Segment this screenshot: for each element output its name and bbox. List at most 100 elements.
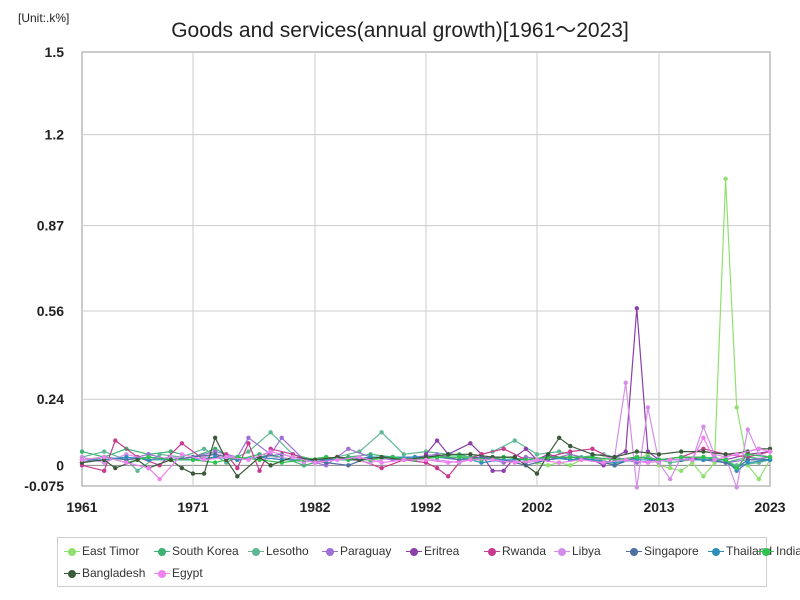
legend-item: India [758,544,800,558]
data-point-egypt [401,457,407,463]
data-point-egypt [512,460,517,465]
data-point-egypt [379,460,384,465]
data-point-east-timor [701,474,706,479]
data-point-rwanda [568,449,573,454]
series-line-egypt [81,437,771,480]
data-point-rwanda [246,441,251,446]
legend-marker [322,547,338,556]
legend-label: India [776,544,800,558]
data-point-india [457,454,462,460]
legend-marker [64,569,80,578]
legend-marker [626,547,642,556]
y-tick-label: 1.2 [45,127,65,143]
data-point-east-timor [667,465,673,471]
data-point-egypt [690,457,695,463]
data-point-bangladesh [612,454,617,460]
legend-item: Eritrea [406,544,459,558]
data-point-bangladesh [235,474,240,479]
data-point-egypt [146,465,151,471]
data-point-egypt [179,452,185,457]
data-point-egypt [712,457,717,463]
legend-item: Rwanda [484,544,546,558]
x-tick-label: 1971 [177,499,208,515]
legend-item: Libya [554,544,601,558]
legend-label: Rwanda [502,544,547,558]
data-point-egypt [357,454,362,460]
data-point-rwanda [257,468,262,474]
data-point-lesotho [379,430,384,435]
data-point-bangladesh [201,471,207,476]
y-tick-label: 0 [56,457,64,473]
data-point-lesotho [556,449,562,454]
data-point-india [723,457,728,463]
legend-item: South Korea [154,544,239,558]
data-point-bangladesh [590,452,595,457]
data-point-egypt [490,457,495,463]
data-point-libya [623,380,628,385]
y-tick-label: 0.87 [37,218,64,234]
data-point-lesotho [512,438,517,443]
data-point-lesotho [401,452,407,457]
data-point-east-timor [734,405,739,410]
data-point-libya [667,476,673,482]
legend-label: Egypt [172,566,203,580]
data-point-rwanda [113,438,118,443]
data-point-egypt [157,476,162,482]
data-point-egypt [579,457,584,463]
data-point-bangladesh [445,452,451,457]
data-point-bangladesh [379,454,384,460]
data-point-east-timor [568,463,573,468]
data-point-egypt [268,449,273,454]
data-point-rwanda [235,465,240,471]
legend-label: Lesotho [266,544,309,558]
legend-marker [248,547,264,556]
data-point-bangladesh [545,452,551,457]
data-point-rwanda [179,441,185,446]
data-point-india [212,460,218,465]
data-point-egypt [767,449,773,454]
data-point-rwanda [101,468,107,474]
data-point-bangladesh [512,454,517,460]
legend-marker [554,547,570,556]
data-point-bangladesh [568,443,573,449]
legend-item: East Timor [64,544,139,558]
data-point-egypt [124,460,129,465]
x-tick-label: 2013 [643,499,674,515]
data-point-egypt [623,457,628,463]
data-point-egypt [734,452,739,457]
data-point-thailand [124,454,129,460]
x-tick-label: 1982 [299,499,330,515]
data-point-libya [745,427,751,432]
data-point-paraguay [346,446,351,451]
legend-marker [154,547,170,556]
y-tick-label: 1.5 [45,44,65,60]
data-point-rwanda [445,474,451,479]
data-point-egypt [224,454,229,460]
data-point-rwanda [590,446,595,451]
data-point-bangladesh [723,452,728,457]
data-point-egypt [201,457,207,463]
y-tick-label: 0.56 [37,303,64,319]
x-tick-label: 2023 [754,499,785,515]
data-point-eritrea [523,446,529,451]
legend-marker [708,547,724,556]
legend-label: Bangladesh [82,566,146,580]
legend-label: Singapore [644,544,699,558]
y-tick-label: -0.075 [24,478,64,494]
data-point-egypt [312,460,318,465]
data-point-lesotho [201,446,207,451]
data-point-egypt [601,460,606,465]
series-egypt [79,435,773,482]
legend-item: Bangladesh [64,566,145,580]
data-point-india [734,465,739,471]
data-point-india [701,454,706,460]
data-point-bangladesh [468,452,473,457]
data-point-rwanda [379,465,384,471]
data-point-egypt [290,454,296,460]
data-point-east-timor [756,476,762,482]
data-point-india [679,454,684,460]
data-point-egypt [534,457,540,463]
data-point-paraguay [246,435,251,440]
data-point-bangladesh [168,457,173,463]
